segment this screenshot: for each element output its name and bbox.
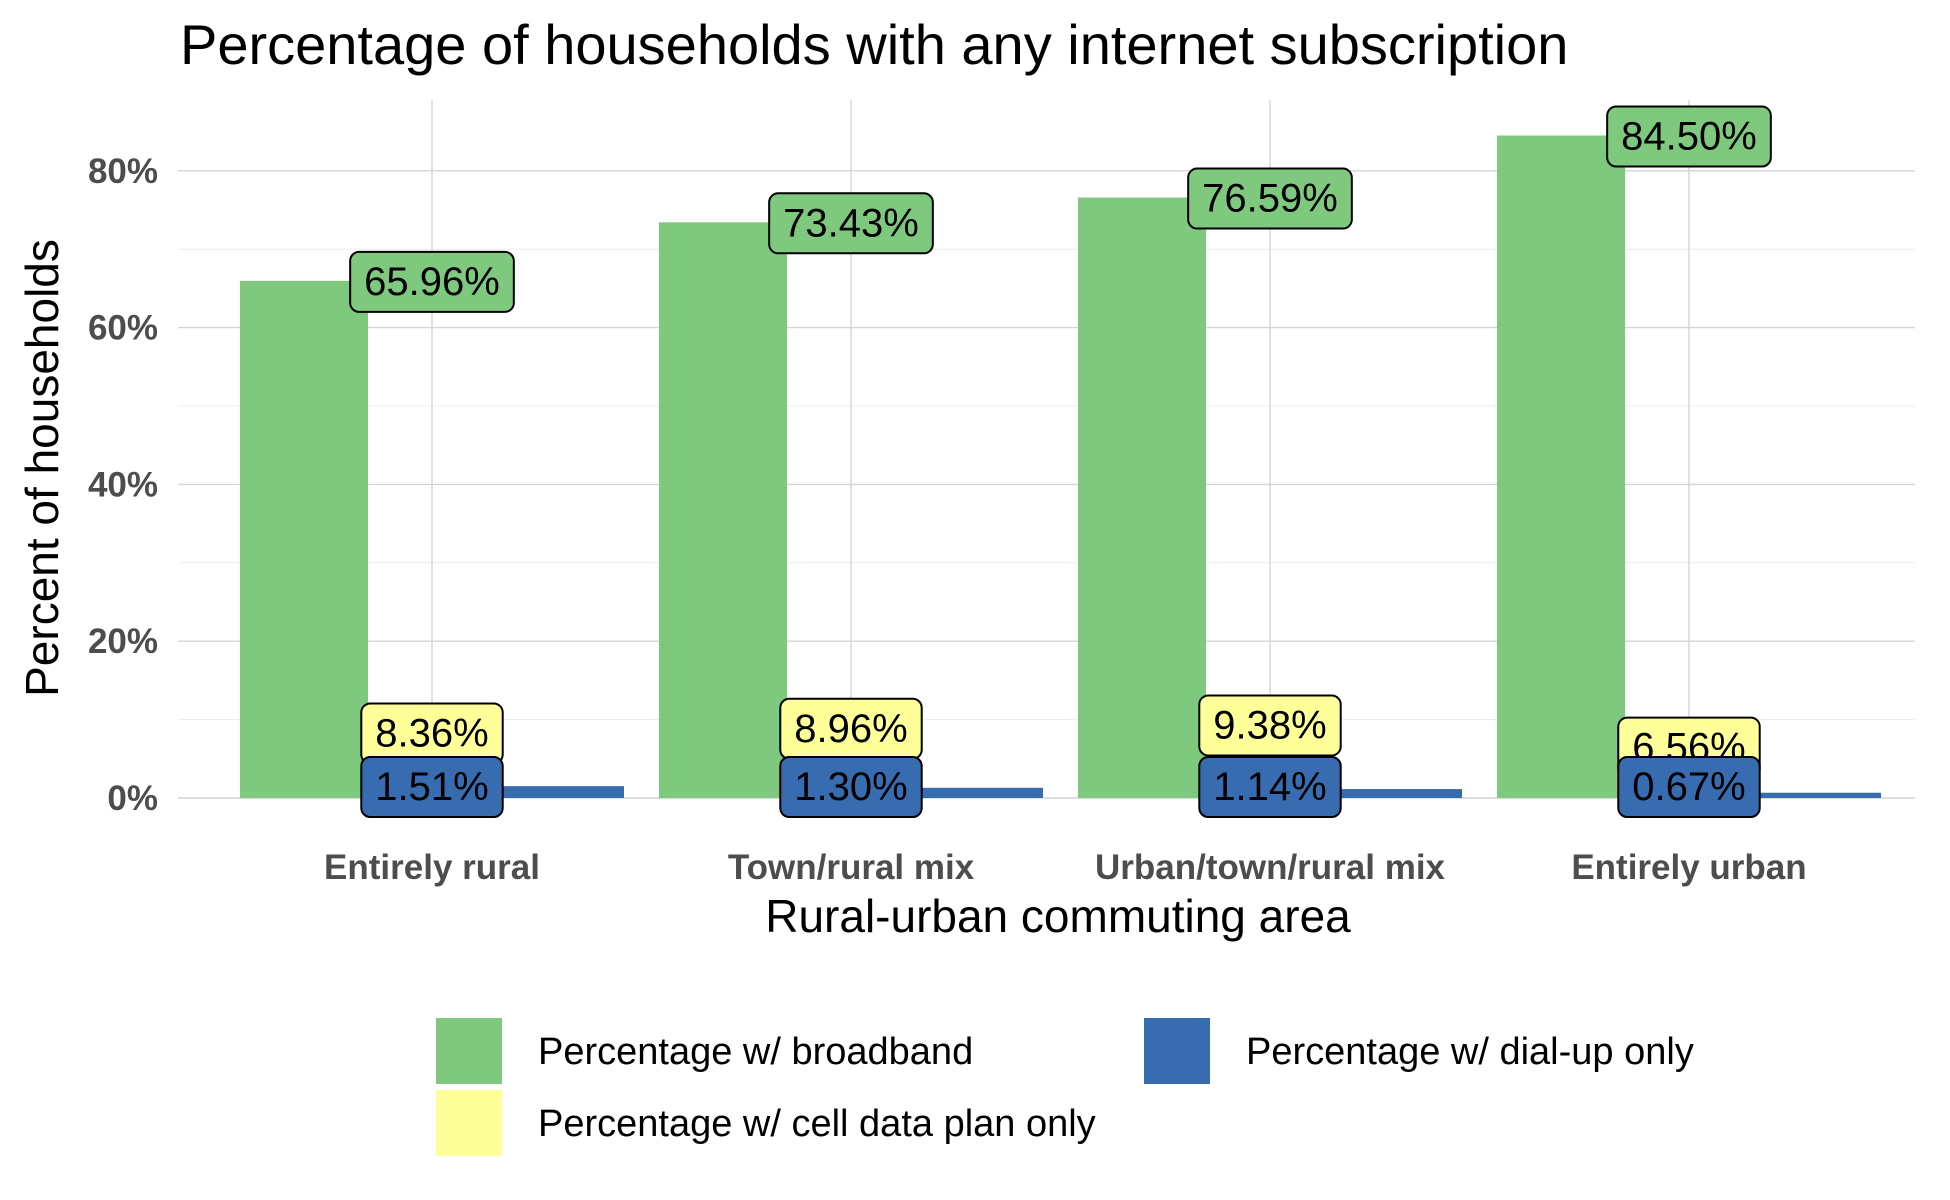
data-label-text: 1.30% [794, 765, 907, 809]
x-tick-label: Town/rural mix [728, 848, 975, 887]
x-tick-label: Entirely urban [1571, 848, 1806, 887]
bar-percentage-w-dial-up-only-entirely-rural [496, 786, 624, 798]
data-label-percentage-w-broadband-entirely-rural: 65.96% [349, 250, 515, 313]
data-label-box [349, 250, 515, 313]
data-labels: 65.96%73.43%76.59%84.50%8.36% 8.96% 9.38%6… [349, 105, 1772, 818]
data-label-percentage-w-broadband-entirely-urban: 84.50% [1606, 105, 1772, 168]
legend-item-percentage-w-broadband: Percentage w/ broadband [436, 1018, 973, 1084]
legend-swatch [436, 1090, 502, 1156]
legend-label: Percentage w/ dial-up only [1246, 1031, 1694, 1073]
x-tick-label: Urban/town/rural mix [1095, 848, 1446, 887]
legend-item-percentage-w-cell-data-plan-only: Percentage w/ cell data plan only [436, 1090, 1096, 1156]
data-label-box [779, 756, 923, 818]
data-label-percentage-w-cell-data-plan-only-town-rural-mix: 8.96% [779, 697, 923, 760]
data-label-percentage-w-cell-data-plan-only-urban-town-rural-mix: 9.38% [1198, 694, 1342, 757]
x-axis-title: Rural-urban commuting area [765, 890, 1351, 942]
y-tick-label: 80% [88, 152, 158, 191]
legend-swatch [436, 1018, 502, 1084]
data-label-percentage-w-dial-up-only-urban-town-rural-mix: 1.14% [1198, 756, 1342, 818]
y-tick-label: 0% [107, 779, 158, 818]
bar-percentage-w-broadband-urban-town-rural-mix [1078, 197, 1206, 798]
legend-label: Percentage w/ broadband [538, 1031, 973, 1073]
data-label-text: 1.14% [1213, 765, 1326, 809]
bar-percentage-w-dial-up-only-town-rural-mix [915, 787, 1043, 798]
data-label-text: 65.96% [364, 260, 500, 304]
x-tick-label: Entirely rural [324, 848, 540, 887]
bar-percentage-w-broadband-entirely-rural [240, 280, 368, 798]
data-label-percentage-w-dial-up-only-town-rural-mix: 1.30% [779, 756, 923, 818]
data-label-text: 0.67% [1632, 765, 1745, 809]
data-label-text: 8.96% [794, 707, 907, 751]
chart-title: Percentage of households with any intern… [180, 13, 1568, 76]
legend-item-percentage-w-dial-up-only: Percentage w/ dial-up only [1144, 1018, 1694, 1084]
y-tick-label: 20% [88, 622, 158, 661]
data-label-box [1187, 167, 1353, 230]
data-label-percentage-w-dial-up-only-entirely-rural: 1.51% [360, 756, 504, 818]
y-axis-ticks: 0% 20% 40% 60% 80% [88, 152, 158, 818]
data-label-box [1198, 694, 1342, 757]
data-label-text: 9.38% [1213, 703, 1326, 747]
data-label-text: 73.43% [783, 201, 919, 245]
legend-swatch [1144, 1018, 1210, 1084]
data-label-text: 76.59% [1202, 177, 1338, 221]
bars [240, 135, 1881, 798]
data-label-box [360, 756, 504, 818]
data-label-percentage-w-broadband-town-rural-mix: 73.43% [768, 192, 934, 255]
data-label-percentage-w-cell-data-plan-only-entirely-rural: 8.36% [360, 702, 504, 765]
data-label-percentage-w-dial-up-only-entirely-urban: 0.67% [1617, 756, 1761, 818]
y-tick-label: 40% [88, 465, 158, 504]
y-axis-title: Percent of households [16, 239, 68, 697]
bar-percentage-w-broadband-town-rural-mix [659, 222, 787, 798]
x-axis-ticks: Entirely rural Town/rural mix Urban/town/r… [324, 848, 1807, 887]
data-label-text: 8.36% [375, 711, 488, 755]
data-label-box [1198, 756, 1342, 818]
bar-percentage-w-broadband-entirely-urban [1497, 135, 1625, 798]
data-label-box [768, 192, 934, 255]
legend-label: Percentage w/ cell data plan only [538, 1103, 1096, 1145]
legend: Percentage w/ broadband Percentage w/ cel… [436, 1018, 1694, 1156]
bar-percentage-w-dial-up-only-urban-town-rural-mix [1334, 789, 1462, 798]
data-label-box [1617, 756, 1761, 818]
data-label-box [1606, 105, 1772, 168]
data-label-percentage-w-broadband-urban-town-rural-mix: 76.59% [1187, 167, 1353, 230]
y-tick-label: 60% [88, 309, 158, 348]
bar-percentage-w-dial-up-only-entirely-urban [1753, 792, 1881, 798]
data-label-text: 1.51% [375, 765, 488, 809]
data-label-text: 84.50% [1621, 115, 1757, 159]
